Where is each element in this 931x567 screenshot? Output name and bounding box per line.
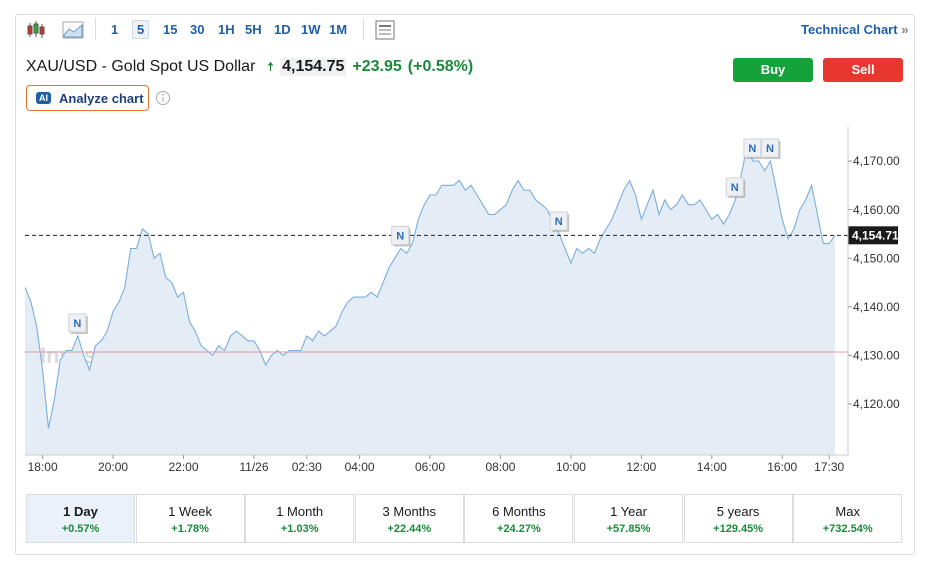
x-tick-label: 14:00 [697, 460, 727, 474]
period-label: 6 Months [492, 504, 546, 519]
interval-button[interactable]: 1D [274, 22, 291, 37]
price-line [24, 144, 836, 429]
period-change: +129.45% [713, 523, 764, 535]
period-label: Max [835, 504, 860, 519]
period-label: 1 Day [63, 504, 98, 519]
period-tab[interactable]: 1 Month +1.03% [245, 494, 355, 543]
period-label: 3 Months [382, 504, 437, 519]
area [25, 146, 836, 455]
separator [95, 18, 96, 40]
news-marker-label: N [748, 143, 756, 155]
period-label: 1 Week [168, 504, 213, 519]
chevron: » [901, 22, 909, 37]
x-tick-label: 18:00 [28, 460, 58, 474]
x-tick-label: 04:00 [345, 460, 375, 474]
change-pct: (+0.58%) [407, 58, 474, 75]
interval-button[interactable]: 1M [329, 22, 348, 37]
table-icon[interactable] [375, 20, 395, 40]
period-label: 1 Month [276, 504, 324, 519]
info-icon[interactable] [155, 90, 171, 106]
news-marker [391, 225, 410, 245]
analyze-text: Analyze chart [59, 90, 144, 106]
period-change: +22.44% [387, 523, 432, 535]
news-marker [760, 138, 779, 158]
x-tick-label: 10:00 [556, 460, 586, 474]
y-tick-label: 4,150.00 [853, 251, 900, 265]
period-tab[interactable]: 1 Day +0.57% [26, 494, 135, 543]
period-change: +24.27% [497, 523, 541, 535]
period-change: +0.57% [61, 523, 100, 535]
period-tab[interactable]: 3 Months +22.44% [354, 494, 464, 543]
y-tick-label: 4,140.00 [853, 300, 900, 314]
y-tick-label: 4,170.00 [853, 154, 900, 168]
separator [363, 18, 364, 40]
change: +23.95 [352, 58, 402, 75]
news-marker-label: N [731, 182, 739, 194]
x-tick-label: 12:00 [626, 460, 656, 474]
current-price-box [848, 226, 898, 245]
interval-button[interactable]: 5H [245, 22, 262, 37]
period-label: 1 Year [610, 504, 647, 519]
period-tab[interactable]: 6 Months +24.27% [464, 494, 574, 543]
news-marker-label: N [396, 230, 404, 242]
news-marker [743, 138, 762, 158]
interval-button[interactable]: 30 [190, 22, 205, 37]
interval-button[interactable]: 1H [218, 22, 235, 37]
ai-badge: AI [36, 92, 51, 104]
chart: Investing.com4,154.714,120.004,130.004,1… [24, 127, 900, 474]
widget-card [15, 14, 915, 555]
sell-button[interactable]: Sell [823, 58, 903, 82]
y-tick-label: 4,130.00 [853, 349, 900, 363]
news-marker-label: N [73, 318, 81, 330]
candle-icon[interactable] [25, 20, 47, 40]
interval-button[interactable]: 15 [163, 22, 178, 37]
y-tick-label: 4,120.00 [853, 397, 900, 411]
instrument-title: XAU/USD - Gold Spot US Dollar [26, 58, 256, 75]
interval-button[interactable]: 1 [111, 22, 119, 37]
interval-button[interactable]: 5 [132, 20, 150, 39]
x-tick-label: 17:30 [814, 460, 844, 474]
period-tab[interactable]: 1 Year +57.85% [574, 494, 683, 543]
analyze-button[interactable]: AI Analyze chart [26, 85, 149, 111]
news-marker [68, 313, 87, 333]
x-tick-label: 20:00 [98, 460, 128, 474]
period-change: +1.03% [280, 523, 319, 535]
technical-chart-link[interactable]: Technical Chart » [801, 22, 908, 37]
period-tab[interactable]: Max +732.54% [793, 494, 903, 543]
x-tick-label: 11/26 [239, 460, 268, 474]
x-tick-label: 06:00 [415, 460, 445, 474]
period-tab[interactable]: 5 years +129.45% [683, 494, 793, 543]
news-marker-label: N [555, 216, 563, 228]
price: 4,154.75 [280, 58, 347, 76]
period-change: +1.78% [171, 523, 209, 535]
x-tick-label: 02:30 [292, 460, 322, 474]
news-marker-label: N [766, 143, 774, 155]
period-change: +732.54% [822, 523, 873, 535]
area-icon[interactable] [62, 20, 84, 40]
price-block: 🠅 4,154.75 +23.95 (+0.58%) [267, 58, 473, 80]
link-text: Technical Chart [801, 22, 898, 37]
period-label: 5 years [716, 504, 760, 519]
period-change: +57.85% [606, 523, 651, 535]
interval-button[interactable]: 1W [301, 22, 321, 37]
news-marker [549, 211, 568, 231]
news-marker [725, 177, 744, 197]
up-arrow: 🠅 [267, 59, 275, 74]
current-price-label: 4,154.71 [852, 228, 899, 242]
buy-button[interactable]: Buy [733, 58, 813, 82]
x-tick-label: 22:00 [168, 460, 198, 474]
x-tick-label: 08:00 [485, 460, 515, 474]
period-tab[interactable]: 1 Week +1.78% [135, 494, 245, 543]
x-tick-label: 16:00 [767, 460, 797, 474]
y-tick-label: 4,160.00 [853, 203, 900, 217]
